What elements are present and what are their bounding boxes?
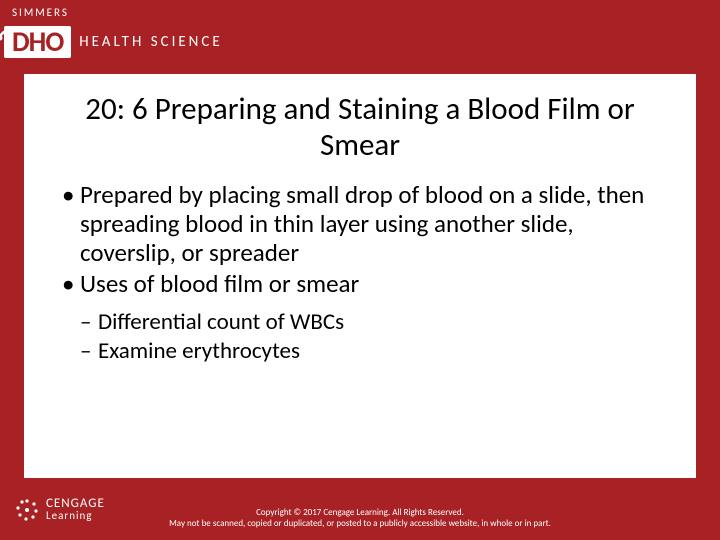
sub-bullet-item: Examine erythrocytes xyxy=(80,337,668,366)
sub-bullet-list: Differential count of WBCs Examine eryth… xyxy=(52,308,668,366)
bullet-list: Prepared by placing small drop of blood … xyxy=(52,181,668,298)
slide-content: 20: 6 Preparing and Staining a Blood Fil… xyxy=(24,74,696,478)
footer-bar: CENGAGE Learning Copyright © 2017 Cengag… xyxy=(0,478,720,540)
copyright-block: Copyright © 2017 Cengage Learning. All R… xyxy=(0,507,720,530)
header-subtitle: HEALTH SCIENCE xyxy=(79,33,222,51)
logo-block: DHO HEALTH SCIENCE xyxy=(4,26,223,58)
copyright-line2: May not be scanned, copied or duplicated… xyxy=(0,518,720,530)
header-bar: SIMMERS DHO HEALTH SCIENCE xyxy=(0,0,720,74)
bullet-item: Prepared by placing small drop of blood … xyxy=(62,181,668,267)
slide-title: 20: 6 Preparing and Staining a Blood Fil… xyxy=(52,92,668,163)
dho-logo: DHO xyxy=(4,26,71,58)
sub-bullet-item: Differential count of WBCs xyxy=(80,308,668,337)
copyright-line1: Copyright © 2017 Cengage Learning. All R… xyxy=(0,507,720,519)
bullet-item: Uses of blood film or smear xyxy=(62,270,668,299)
brand-top-text: SIMMERS xyxy=(12,6,69,19)
